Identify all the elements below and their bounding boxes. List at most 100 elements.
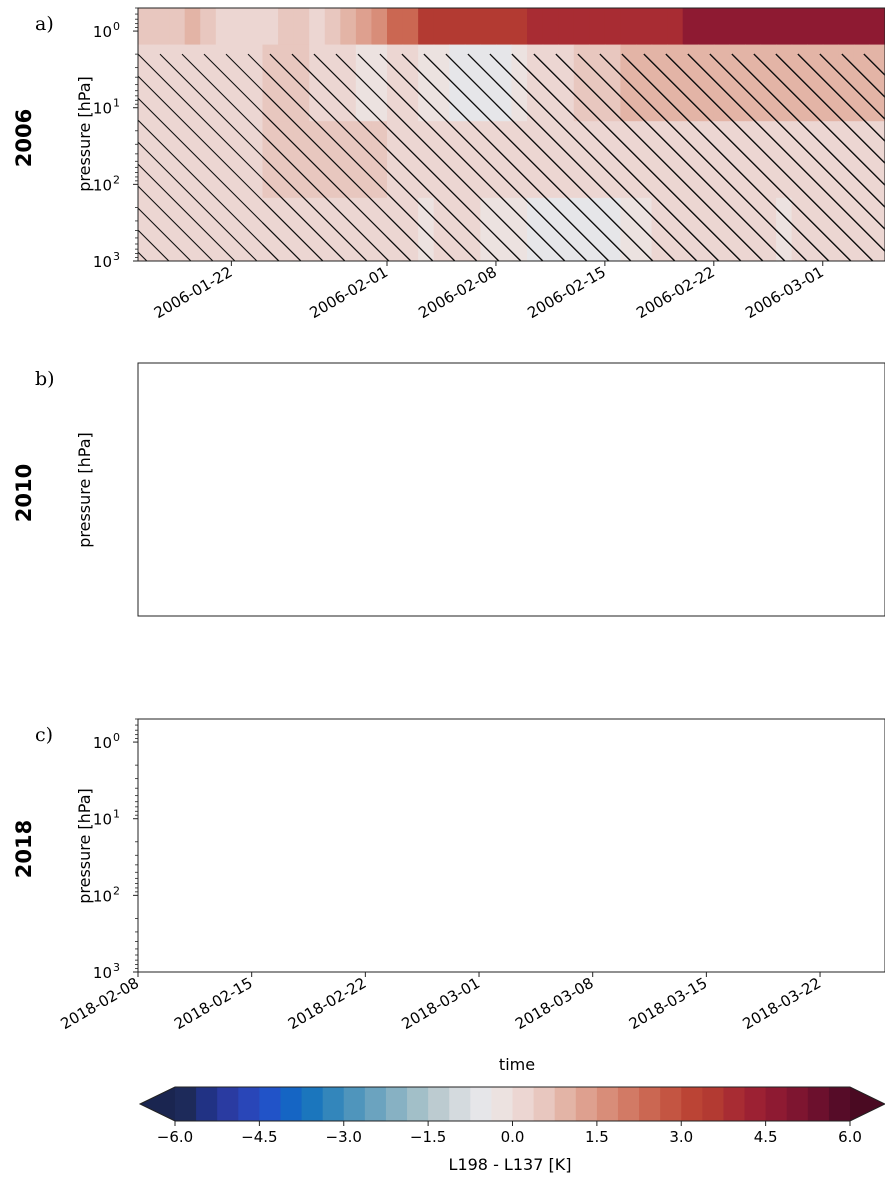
heatmap-cell bbox=[662, 909, 678, 973]
heatmap-cell bbox=[573, 121, 590, 199]
y-tick-label: 10 bbox=[93, 100, 112, 118]
heatmap-cell bbox=[822, 8, 839, 46]
heatmap-cell bbox=[361, 756, 377, 833]
heatmap-cell bbox=[662, 832, 678, 909]
hatch-line bbox=[365, 904, 433, 972]
y-tick-exponent: 2 bbox=[113, 884, 120, 897]
hatch-line bbox=[468, 765, 675, 972]
hatch-line bbox=[490, 765, 697, 972]
hatch-line bbox=[600, 765, 807, 972]
heatmap-cell bbox=[837, 756, 853, 833]
heatmap-cell bbox=[604, 8, 622, 46]
heatmap-cell bbox=[361, 832, 377, 909]
hatch-line bbox=[593, 824, 741, 972]
heatmap-cell bbox=[265, 719, 281, 756]
heatmap-cell bbox=[742, 719, 758, 756]
hatch-line bbox=[479, 908, 543, 972]
heatmap-cell bbox=[558, 8, 575, 46]
hatch-line bbox=[402, 765, 609, 972]
heatmap-cell bbox=[558, 121, 575, 199]
heatmap-cell bbox=[631, 756, 647, 833]
heatmap-cell bbox=[869, 8, 885, 46]
heatmap-cell bbox=[760, 121, 777, 199]
hatch-line bbox=[252, 857, 367, 972]
heatmap-cell bbox=[200, 197, 217, 261]
heatmap-cell bbox=[440, 719, 456, 756]
heatmap-cell bbox=[651, 44, 668, 122]
hatch-line bbox=[864, 765, 885, 972]
hatch-line bbox=[138, 207, 192, 261]
heatmap-cell bbox=[184, 44, 201, 122]
hatch-line bbox=[424, 765, 631, 972]
heatmap-cell bbox=[418, 8, 435, 46]
heatmap-cell bbox=[154, 909, 170, 973]
heatmap-cell bbox=[853, 197, 871, 261]
hatch-line bbox=[479, 820, 631, 972]
hatch-line bbox=[534, 765, 741, 972]
hatch-line bbox=[386, 170, 478, 261]
hatch-line bbox=[479, 952, 499, 972]
colorbar-swatch bbox=[723, 1087, 746, 1121]
hatch-line bbox=[600, 765, 807, 972]
heatmap-cell bbox=[678, 832, 694, 909]
heatmap-cell bbox=[853, 121, 871, 199]
heatmap-cell bbox=[345, 909, 361, 973]
colorbar-swatch bbox=[744, 1087, 767, 1121]
hatch-line bbox=[252, 945, 279, 972]
hatch-line bbox=[270, 765, 477, 972]
heatmap-cell bbox=[345, 756, 361, 833]
heatmap-cell bbox=[293, 44, 310, 122]
heatmap-cell bbox=[231, 121, 248, 199]
heatmap-cell bbox=[504, 909, 520, 973]
colorbar-swatch bbox=[596, 1087, 619, 1121]
heatmap-cell bbox=[138, 756, 154, 833]
hatch-line bbox=[365, 838, 499, 972]
heatmap-cell bbox=[710, 719, 726, 756]
hatch-line bbox=[776, 765, 885, 972]
hatch-line bbox=[138, 185, 214, 261]
x-tick-label: 2018-03-01 bbox=[399, 974, 484, 1033]
heatmap-cell bbox=[265, 909, 281, 973]
y-tick-label: 10 bbox=[93, 23, 112, 41]
hatch-line bbox=[446, 765, 653, 972]
hatch-line bbox=[842, 765, 885, 972]
heatmap-cell bbox=[138, 832, 154, 909]
heatmap-cell bbox=[869, 909, 885, 973]
heatmap-cell bbox=[504, 719, 520, 756]
hatch-line bbox=[262, 178, 346, 261]
heatmap-cell bbox=[535, 909, 551, 973]
heatmap-cell bbox=[636, 197, 653, 261]
heatmap-cell bbox=[376, 719, 392, 756]
heatmap-cell bbox=[215, 197, 232, 261]
hatch-line bbox=[252, 923, 301, 972]
heatmap-cell bbox=[620, 197, 637, 261]
heatmap-cell bbox=[202, 832, 218, 909]
heatmap-cell bbox=[138, 909, 154, 973]
significance-hatching bbox=[103, 765, 885, 1014]
heatmap-cell bbox=[589, 121, 606, 199]
heatmap-cell bbox=[324, 197, 341, 261]
heatmap-cell bbox=[694, 832, 710, 909]
hatch-line bbox=[424, 765, 631, 972]
heatmap-cell bbox=[837, 909, 853, 973]
hatch-line bbox=[593, 868, 697, 972]
heatmap-cell bbox=[694, 756, 710, 833]
heatmap-cell bbox=[667, 8, 684, 46]
hatch-line bbox=[604, 190, 676, 261]
heatmap-cell bbox=[589, 44, 606, 122]
x-axis-label: time bbox=[499, 1055, 535, 1074]
heatmap-cell bbox=[869, 719, 885, 756]
heatmap-cell bbox=[583, 719, 599, 756]
heatmap-cell bbox=[551, 909, 567, 973]
y-tick-label: 10 bbox=[93, 964, 112, 982]
heatmap-cell bbox=[340, 121, 357, 199]
y-tick-exponent: 0 bbox=[113, 20, 120, 33]
heatmap-cell bbox=[527, 121, 544, 199]
heatmap-cell bbox=[329, 719, 345, 756]
heatmap-cell bbox=[869, 197, 885, 261]
hatch-line bbox=[776, 765, 885, 972]
hatch-line bbox=[604, 124, 742, 261]
heatmap-cell bbox=[729, 197, 746, 261]
hatch-line bbox=[666, 765, 873, 972]
